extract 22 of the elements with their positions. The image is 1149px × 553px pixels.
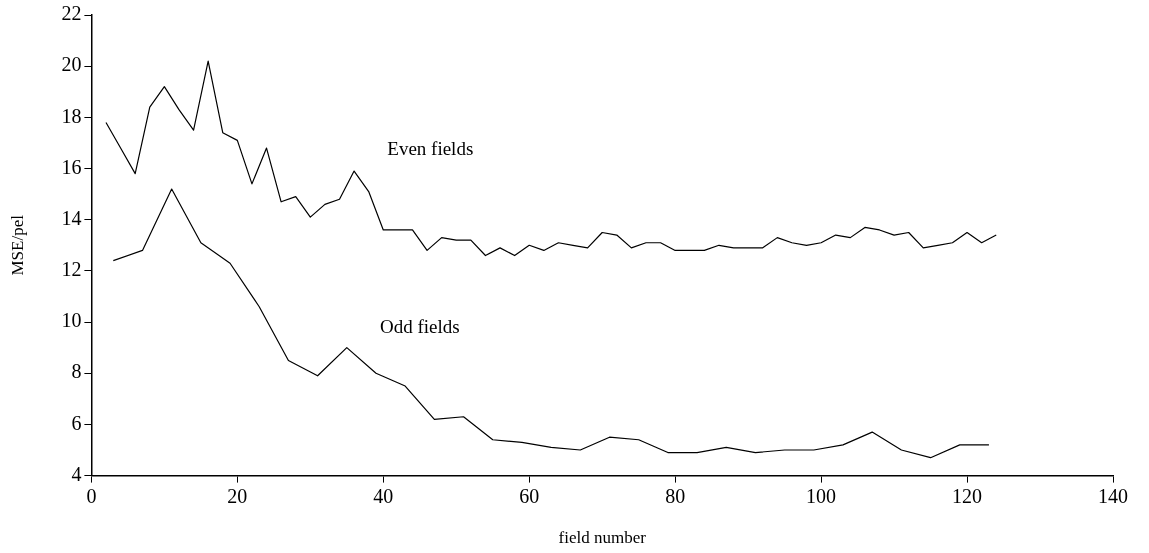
y-tick-label: 22	[61, 2, 82, 25]
x-tick-label: 60	[519, 484, 540, 507]
x-tick-label: 40	[373, 484, 394, 507]
y-tick-label: 8	[71, 360, 82, 383]
series-label: Even fields	[387, 137, 474, 159]
x-tick-label: 100	[806, 484, 837, 507]
x-axis-title: field number	[558, 528, 647, 548]
series-label: Odd fields	[379, 316, 460, 338]
x-tick-label: 140	[1098, 484, 1128, 507]
y-tick-label: 14	[61, 206, 82, 229]
y-tick-label: 20	[61, 53, 82, 76]
x-tick-label: 20	[227, 484, 248, 507]
y-tick-label: 12	[61, 258, 82, 281]
y-tick-label: 6	[71, 411, 82, 434]
x-tick-label: 120	[952, 484, 983, 507]
y-tick-label: 18	[61, 104, 82, 127]
y-tick-label: 4	[71, 462, 82, 485]
x-tick-label: 80	[665, 484, 686, 507]
y-tick-label: 10	[61, 309, 82, 332]
y-axis-title: MSE/pel	[7, 214, 27, 276]
y-tick-label: 16	[61, 155, 82, 178]
x-tick-label: 0	[86, 484, 97, 507]
